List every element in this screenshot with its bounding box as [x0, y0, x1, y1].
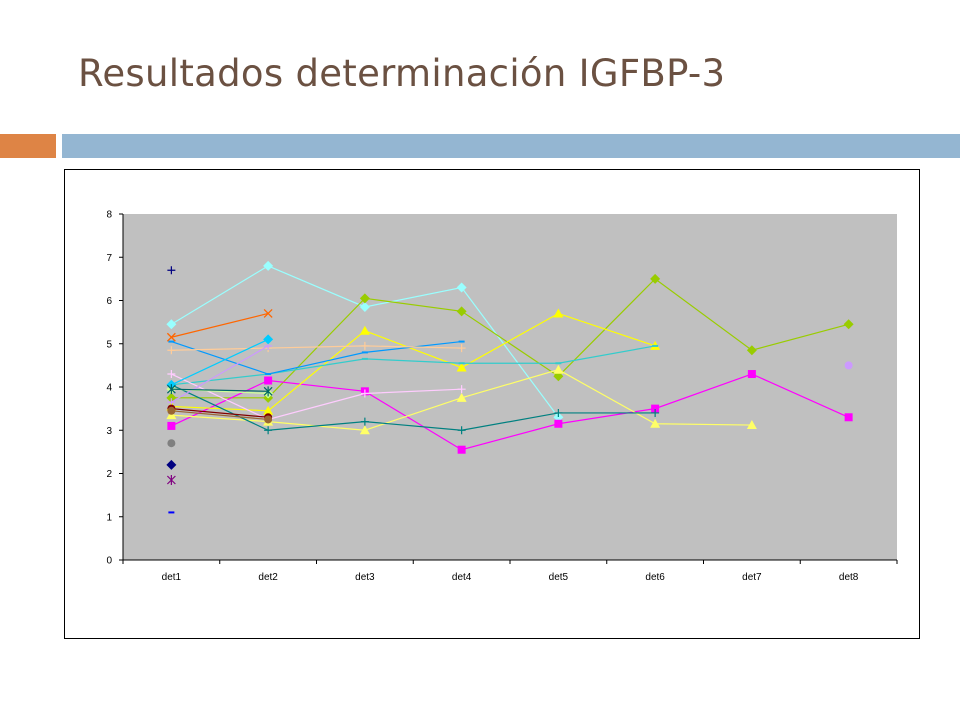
data-point — [844, 413, 853, 422]
x-tick-label: det5 — [549, 572, 569, 583]
data-point — [553, 308, 564, 318]
series-line — [171, 312, 269, 338]
y-tick-label: 3 — [106, 426, 112, 437]
series-line — [171, 408, 269, 418]
series-line — [171, 312, 656, 412]
data-point — [263, 260, 274, 271]
series-line — [171, 384, 656, 431]
x-tick-label: det2 — [258, 572, 278, 583]
series-line — [171, 388, 269, 392]
chart-frame: 0 1 2 3 4 5 6 7 8 det1 det2 det3 det4 det5 det6 det7 det… — [64, 169, 920, 639]
y-tick-label: 2 — [106, 469, 112, 480]
series-line — [171, 338, 269, 386]
slide-title: Resultados determinación IGFBP-3 — [78, 52, 726, 95]
data-point — [456, 282, 467, 293]
data-point — [264, 426, 273, 435]
data-point — [359, 325, 370, 335]
data-point — [264, 415, 273, 424]
data-point — [167, 266, 176, 275]
series-line — [171, 345, 656, 386]
header-bar — [62, 134, 960, 158]
data-point — [650, 418, 661, 428]
data-point — [457, 445, 466, 454]
accent-bar — [0, 134, 56, 158]
data-point — [651, 404, 660, 413]
data-point — [457, 344, 466, 353]
data-point — [844, 361, 853, 370]
data-point — [747, 370, 756, 379]
data-point — [263, 334, 274, 345]
data-point — [457, 385, 466, 394]
series-line — [171, 410, 269, 421]
data-point — [746, 345, 757, 356]
x-tick-label: det6 — [645, 572, 665, 583]
series-line — [171, 278, 849, 399]
data-point — [554, 408, 563, 417]
series-line — [171, 373, 462, 421]
data-point — [167, 406, 176, 415]
y-tick-label: 1 — [106, 512, 112, 523]
data-point — [456, 306, 467, 317]
data-point — [166, 459, 177, 470]
y-tick-label: 4 — [106, 383, 112, 394]
data-point — [554, 419, 563, 428]
y-tick-label: 7 — [106, 253, 112, 264]
x-tick-label: det3 — [355, 572, 375, 583]
data-point — [166, 384, 176, 395]
data-point — [167, 370, 176, 379]
line-chart: 0 1 2 3 4 5 6 7 8 det1 det2 det3 det4 det5 det6 det7 det… — [106, 210, 898, 583]
data-point — [264, 376, 273, 385]
data-point — [263, 309, 273, 318]
data-point — [167, 346, 176, 355]
x-tick-label: det1 — [162, 572, 182, 583]
data-point — [166, 332, 176, 342]
data-point — [360, 389, 369, 398]
data-point — [746, 420, 757, 430]
data-point — [359, 425, 370, 435]
data-point — [167, 421, 176, 430]
data-point — [263, 386, 273, 397]
data-point — [457, 426, 466, 435]
data-point — [456, 392, 467, 402]
x-tick-label: det8 — [839, 572, 859, 583]
y-tick-label: 0 — [106, 556, 112, 567]
x-tick-label: det7 — [742, 572, 762, 583]
series-line — [171, 373, 849, 451]
x-tick-label: det4 — [452, 572, 472, 583]
plot-area — [123, 214, 897, 560]
data-point — [263, 405, 274, 415]
data-point — [166, 319, 177, 330]
data-point — [650, 273, 661, 284]
y-tick-label: 5 — [106, 339, 112, 350]
data-point — [166, 474, 176, 485]
series-line — [171, 345, 462, 351]
data-point — [360, 417, 369, 426]
data-point — [553, 364, 564, 374]
y-tick-label: 8 — [106, 210, 112, 221]
data-point — [843, 319, 854, 330]
data-point — [360, 341, 369, 350]
data-point — [359, 293, 370, 304]
series-line — [171, 345, 269, 403]
data-point — [456, 362, 467, 372]
data-point — [167, 439, 176, 448]
data-point — [359, 301, 370, 312]
data-point — [651, 408, 660, 417]
y-tick-label: 6 — [106, 296, 112, 307]
